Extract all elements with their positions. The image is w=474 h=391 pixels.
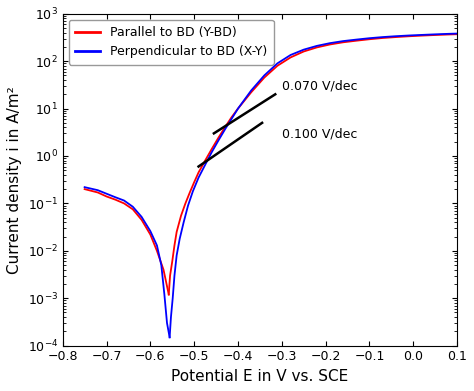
Y-axis label: Current density i in A/m²: Current density i in A/m² bbox=[7, 86, 22, 274]
Text: 0.070 V/dec: 0.070 V/dec bbox=[282, 79, 357, 92]
Legend: Parallel to BD (Y-BD), Perpendicular to BD (X-Y): Parallel to BD (Y-BD), Perpendicular to … bbox=[69, 20, 273, 65]
X-axis label: Potential E in V vs. SCE: Potential E in V vs. SCE bbox=[171, 369, 348, 384]
Text: 0.100 V/dec: 0.100 V/dec bbox=[282, 127, 357, 140]
